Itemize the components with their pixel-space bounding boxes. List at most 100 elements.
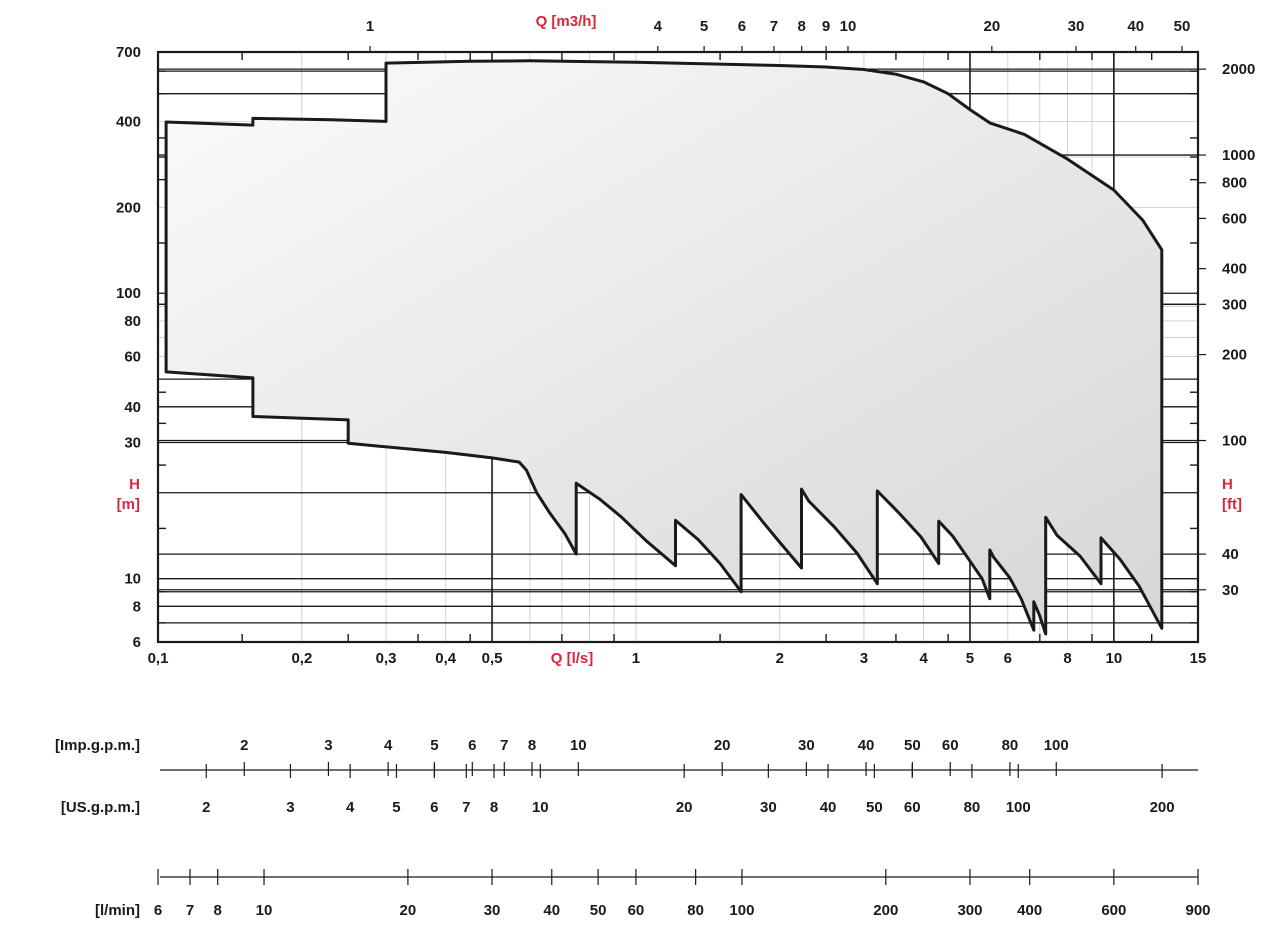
x-tick-label: 1: [632, 650, 640, 667]
scale-tick-label: 30: [484, 902, 501, 919]
y-tick-label: 40: [124, 399, 141, 416]
scale-tick-label: 60: [942, 737, 959, 754]
y-axis-m-label-h: H: [129, 476, 140, 493]
y2-tick-label: 800: [1222, 175, 1247, 192]
x-axis-m3h-tick-labels: 1 4 5 6 7 8 9 10 20 30 40 50: [366, 18, 1190, 52]
l-min-scale: [l/min] 6 7 8 10 20 30 40 50 60 80 100 200 300 400 600 9…: [95, 869, 1211, 919]
scale-tick-label: 40: [820, 799, 837, 816]
y2-tick-label: 100: [1222, 433, 1247, 450]
scale-tick-label: 40: [543, 902, 560, 919]
x-tick-label: 0,5: [482, 650, 503, 667]
scale-tick-label: 30: [798, 737, 815, 754]
y2-tick-label: 600: [1222, 210, 1247, 227]
x-tick-label: 0,3: [376, 650, 397, 667]
scale-tick-label: 50: [866, 799, 883, 816]
scale-tick-label: 4: [346, 799, 355, 816]
axis-ticks: [158, 52, 1198, 642]
scale-tick-label: 3: [324, 737, 332, 754]
scale-tick-label: 100: [1044, 737, 1069, 754]
x2-tick-label: 50: [1174, 18, 1191, 35]
scale-tick-label: 6: [154, 902, 162, 919]
x2-tick-label: 6: [738, 18, 746, 35]
y-axis-ft-label-h: H: [1222, 476, 1233, 493]
scale-tick-label: 80: [964, 799, 981, 816]
x-tick-label: 4: [919, 650, 928, 667]
scale-tick-label: 8: [528, 737, 536, 754]
x-tick-label: 10: [1105, 650, 1122, 667]
scale-tick-label: 8: [214, 902, 222, 919]
scale-tick-label: 5: [392, 799, 400, 816]
scale-tick-label: 7: [186, 902, 194, 919]
x-tick-label: 0,2: [291, 650, 312, 667]
scale-tick-label: 40: [858, 737, 875, 754]
y-axis-m-label-unit: [m]: [117, 496, 140, 513]
scale-label: [l/min]: [95, 902, 140, 919]
x2-tick-label: 20: [983, 18, 1000, 35]
y-axis-ft-label-unit: [ft]: [1222, 496, 1242, 513]
scale-tick-label: 80: [687, 902, 704, 919]
scale-tick-label: 80: [1002, 737, 1019, 754]
y-tick-label: 700: [116, 44, 141, 61]
x-tick-label: 8: [1063, 650, 1071, 667]
y2-tick-label: 2000: [1222, 61, 1255, 78]
x-tick-label: 0,1: [148, 650, 169, 667]
scale-label: [US.g.p.m.]: [61, 799, 140, 816]
scale-tick-label: 2: [202, 799, 210, 816]
scale-tick-label: 30: [760, 799, 777, 816]
y-tick-label: 8: [133, 598, 141, 615]
scale-label: [Imp.g.p.m.]: [55, 737, 140, 754]
y-tick-label: 100: [116, 285, 141, 302]
scale-tick-label: 20: [714, 737, 731, 754]
y2-tick-label: 30: [1222, 582, 1239, 599]
y-tick-label: 6: [133, 634, 141, 651]
x2-tick-label: 4: [654, 18, 663, 35]
operating-envelope: [164, 59, 1164, 636]
scale-tick-label: 10: [532, 799, 549, 816]
scale-tick-label: 200: [873, 902, 898, 919]
scale-tick-label: 5: [430, 737, 438, 754]
x-axis-ls-label: Q [l/s]: [551, 650, 594, 667]
scale-tick-label: 60: [628, 902, 645, 919]
scale-tick-label: 7: [500, 737, 508, 754]
scale-tick-label: 600: [1101, 902, 1126, 919]
x-tick-label: 15: [1190, 650, 1207, 667]
x-tick-label: 0,4: [435, 650, 457, 667]
x2-tick-label: 1: [366, 18, 374, 35]
y-tick-label: 30: [124, 434, 141, 451]
x2-tick-label: 30: [1068, 18, 1085, 35]
y-tick-label: 80: [124, 313, 141, 330]
plot-border: [156, 50, 1200, 644]
scale-tick-label: 400: [1017, 902, 1042, 919]
y2-tick-label: 400: [1222, 261, 1247, 278]
scale-tick-label: 7: [462, 799, 470, 816]
plot-frame: [156, 50, 1200, 644]
y-axis-ft-tick-labels: 2000 1000 800 600 400 300 200 100 40 30: [1198, 61, 1255, 599]
y2-tick-label: 200: [1222, 347, 1247, 364]
scale-tick-label: 2: [240, 737, 248, 754]
imp-gpm-scale: [Imp.g.p.m.] 2 3 4 5 6 7 8 10 20 30 40 50 60 80 100: [55, 737, 1198, 776]
scale-tick-label: 60: [904, 799, 921, 816]
y2-tick-label: 300: [1222, 296, 1247, 313]
x-tick-label: 6: [1004, 650, 1012, 667]
x2-tick-label: 9: [822, 18, 830, 35]
y2-tick-label: 1000: [1222, 147, 1255, 164]
scale-tick-label: 3: [286, 799, 294, 816]
scale-tick-label: 8: [490, 799, 498, 816]
us-gpm-scale: [US.g.p.m.] 2 3 4 5 6 7 8 10 20 30 40 50 60 80 100 200: [61, 764, 1175, 816]
y-tick-label: 400: [116, 113, 141, 130]
scale-tick-label: 200: [1150, 799, 1175, 816]
x-tick-label: 5: [966, 650, 974, 667]
x-tick-label: 2: [776, 650, 784, 667]
scale-tick-label: 6: [468, 737, 476, 754]
scale-tick-label: 100: [729, 902, 754, 919]
x2-tick-label: 10: [840, 18, 857, 35]
scale-tick-label: 900: [1185, 902, 1210, 919]
scale-tick-label: 100: [1006, 799, 1031, 816]
scale-tick-label: 20: [400, 902, 417, 919]
scale-tick-label: 10: [256, 902, 273, 919]
envelope-series-0: [164, 59, 1164, 636]
scale-tick-label: 300: [957, 902, 982, 919]
scale-tick-label: 20: [676, 799, 693, 816]
y-tick-label: 60: [124, 349, 141, 366]
